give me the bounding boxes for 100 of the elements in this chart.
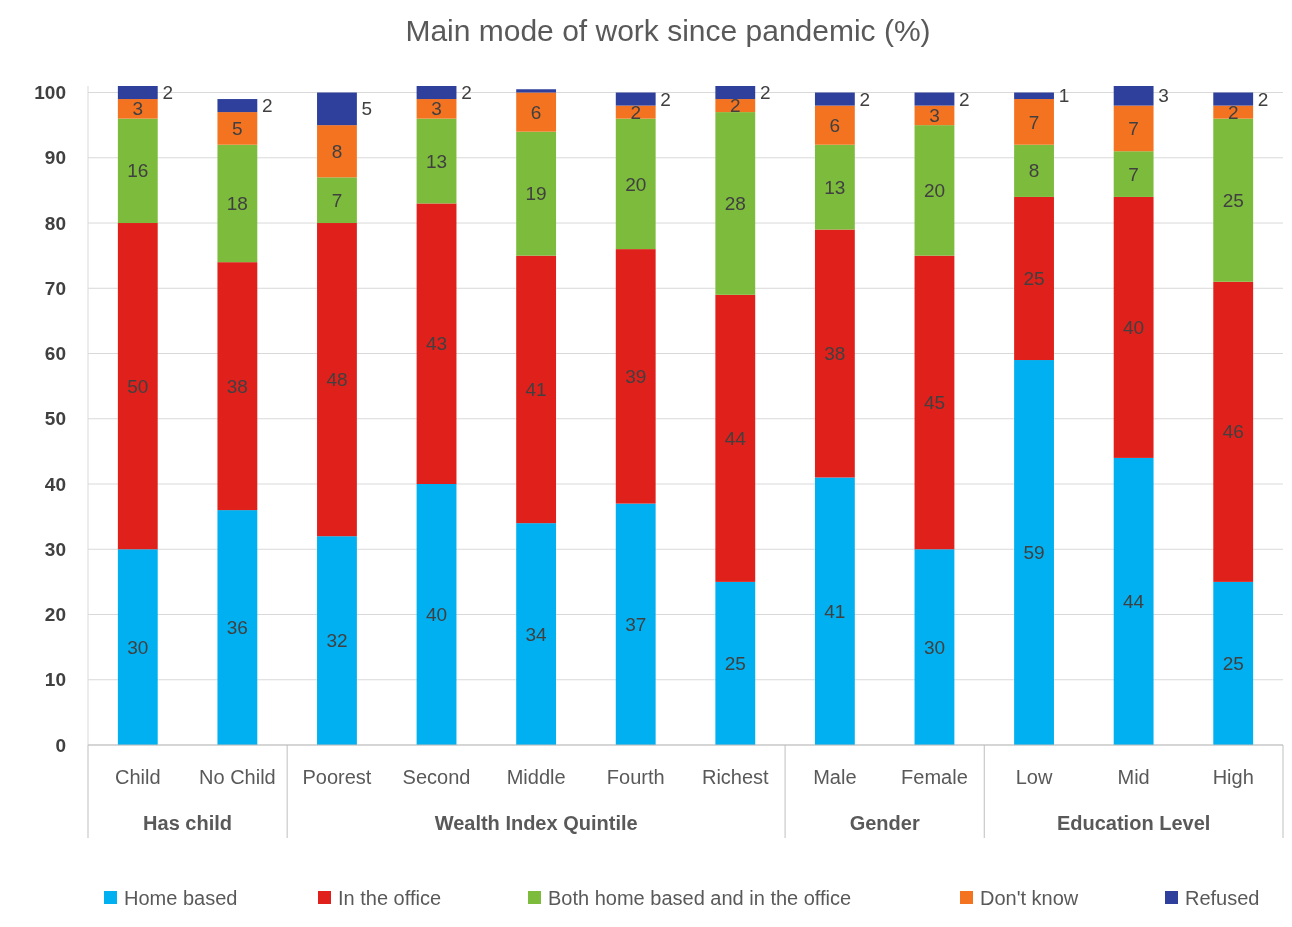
data-label: 3 — [431, 98, 442, 120]
bar — [814, 229, 855, 478]
x-tick-label: High — [1212, 766, 1254, 788]
x-tick-label: Female — [901, 766, 968, 788]
data-label: 2 — [959, 88, 970, 110]
bar — [814, 105, 855, 145]
bar — [1014, 99, 1054, 145]
bar — [615, 249, 656, 504]
data-label: 6 — [530, 101, 542, 123]
bar — [317, 125, 357, 178]
bar — [914, 92, 955, 106]
bar — [117, 86, 158, 100]
x-tick-label: Richest — [701, 766, 770, 788]
bar — [914, 549, 955, 745]
data-label: 44 — [1123, 591, 1145, 613]
x-tick-label: Second — [402, 766, 471, 788]
data-label: 6 — [829, 114, 841, 136]
bar — [317, 536, 357, 745]
bar — [715, 112, 756, 295]
data-label: 2 — [759, 82, 771, 104]
bar — [416, 484, 457, 745]
data-label: 25 — [1023, 268, 1045, 290]
data-label: 28 — [724, 193, 746, 215]
data-label: 2 — [1257, 88, 1269, 110]
data-label: 59 — [1023, 542, 1045, 564]
text: Wealth Index Quintile — [434, 812, 638, 834]
bar — [715, 294, 756, 582]
text: Education Level — [1056, 812, 1211, 834]
data-label: 1 — [1058, 85, 1070, 107]
bar — [217, 99, 258, 113]
y-tick-label: 90 — [44, 147, 66, 169]
y-tick-label: 60 — [44, 343, 66, 365]
bar — [715, 581, 756, 745]
data-label: 18 — [226, 193, 248, 215]
x-tick-label: Male — [813, 766, 857, 788]
bar — [516, 523, 557, 745]
y-tick-label: 70 — [44, 277, 66, 299]
legend-label: Both home based and in the office — [548, 887, 852, 909]
data-label: 50 — [127, 375, 149, 397]
data-label: 38 — [226, 375, 248, 397]
data-label: 36 — [226, 617, 248, 639]
data-label: 5 — [361, 98, 373, 120]
x-tick-label: Poorest — [302, 766, 372, 788]
x-tick-label: Middle — [506, 766, 566, 788]
data-label: 25 — [1222, 189, 1244, 211]
data-label: 19 — [525, 183, 547, 205]
y-tick-label: 20 — [44, 604, 66, 626]
bar — [615, 92, 656, 106]
bar — [715, 86, 756, 100]
bar — [516, 89, 557, 93]
data-label: 30 — [923, 636, 946, 658]
bar — [217, 112, 258, 145]
bar — [516, 92, 557, 132]
legend-label: Don't know — [980, 887, 1079, 909]
bar — [416, 203, 457, 485]
x-tick-label: Low — [1015, 766, 1053, 788]
x-tick-label: Fourth — [606, 766, 665, 788]
x-tick-label: Child — [115, 766, 161, 788]
y-tick-label: 40 — [44, 473, 66, 495]
y-tick-label: 30 — [44, 538, 66, 560]
data-label: 41 — [525, 379, 547, 401]
y-tick-label: 0 — [55, 734, 66, 756]
data-label: 7 — [1028, 111, 1040, 133]
bar — [814, 477, 855, 745]
legend-label: Home based — [124, 887, 238, 909]
data-label: 7 — [1128, 163, 1139, 185]
y-tick-label: 50 — [44, 408, 66, 430]
x-tick-label: Mid — [1117, 766, 1150, 788]
bar — [1113, 457, 1154, 745]
bar — [516, 255, 557, 524]
data-label: 41 — [824, 600, 846, 622]
data-label: 48 — [326, 369, 348, 391]
bar — [615, 503, 656, 745]
data-label: 3 — [929, 105, 940, 127]
data-label: 38 — [824, 343, 846, 365]
bar — [914, 255, 955, 550]
bar — [516, 131, 557, 256]
data-label: 37 — [625, 613, 647, 635]
data-label: 40 — [425, 604, 448, 626]
data-label: 32 — [326, 630, 348, 652]
data-label: 2 — [262, 95, 273, 117]
data-label: 13 — [824, 176, 846, 198]
bar — [317, 92, 357, 126]
data-label: 5 — [232, 118, 243, 140]
x-tick-label: No Child — [199, 766, 276, 788]
data-label: 2 — [859, 88, 871, 110]
bar — [217, 144, 258, 263]
bar — [217, 510, 258, 745]
bar — [814, 144, 855, 230]
data-label: 7 — [1128, 118, 1139, 140]
data-label: 20 — [625, 173, 647, 195]
data-label: 34 — [525, 623, 548, 645]
bar — [914, 125, 955, 256]
legend-label: Refused — [1185, 887, 1260, 909]
bar — [117, 223, 158, 550]
data-label: 45 — [923, 392, 946, 414]
data-label: 39 — [625, 366, 647, 387]
data-label: 25 — [1222, 653, 1244, 675]
data-label: 8 — [331, 140, 343, 162]
bar — [1213, 281, 1254, 582]
